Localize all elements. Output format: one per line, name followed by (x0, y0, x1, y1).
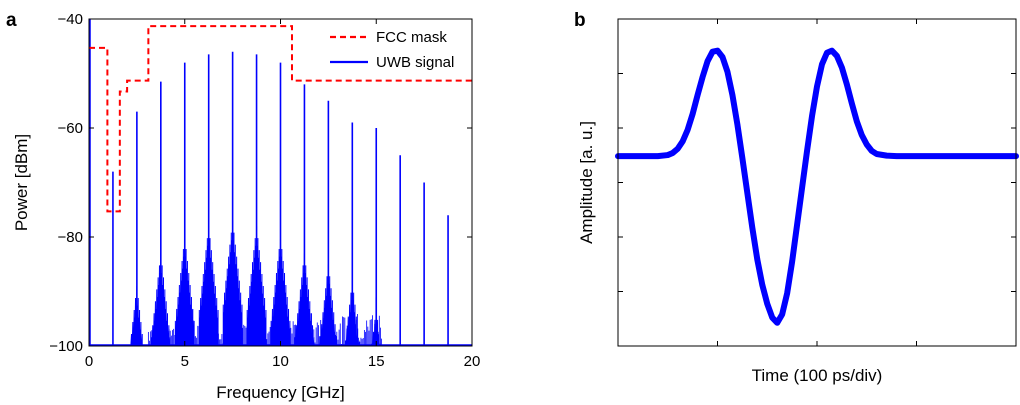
x-tick-label-a: 0 (85, 353, 93, 370)
x-tick-label-a: 5 (181, 353, 189, 370)
panel-letter-a: a (6, 10, 17, 31)
x-tick-label-a: 20 (464, 353, 481, 370)
x-axis-label-b: Time (100 ps/div) (752, 366, 883, 385)
panel-b-pulse-waveform: Time (100 ps/div) Amplitude [a. u.] b (574, 10, 1019, 385)
y-tick-label-a: −40 (58, 11, 83, 28)
y-axis-label-b: Amplitude [a. u.] (577, 121, 596, 244)
uwb-sideband-8 (318, 264, 338, 346)
x-axis-label-a: Frequency [GHz] (216, 383, 345, 402)
y-tick-label-a: −80 (58, 229, 83, 246)
plot-frame-b (617, 18, 1017, 347)
uwb-sideband-0 (127, 286, 147, 346)
pulse-waveform-line (615, 47, 1019, 326)
y-tick-label-a: −100 (49, 338, 83, 355)
x-tick-label-a: 15 (368, 353, 385, 370)
legend-a: FCC mask UWB signal (330, 29, 454, 71)
y-tick-label-a: −60 (58, 120, 83, 137)
fcc-mask-line (89, 25, 472, 213)
x-tick-label-a: 10 (272, 353, 289, 370)
legend-label-uwb: UWB signal (376, 54, 454, 71)
uwb-noise-floor (147, 284, 383, 346)
plot-area-a (89, 19, 472, 346)
uwb-sideband-6 (270, 236, 291, 346)
y-axis-label-a: Power [dBm] (12, 134, 31, 231)
panel-letter-b: b (574, 10, 586, 31)
legend-label-fcc: FCC mask (376, 29, 447, 46)
uwb-sideband-9 (342, 280, 362, 346)
panel-a-power-spectrum: 0 5 10 15 20 −100 −80 −60 −40 Frequency [GHz] Powe… (6, 10, 480, 402)
